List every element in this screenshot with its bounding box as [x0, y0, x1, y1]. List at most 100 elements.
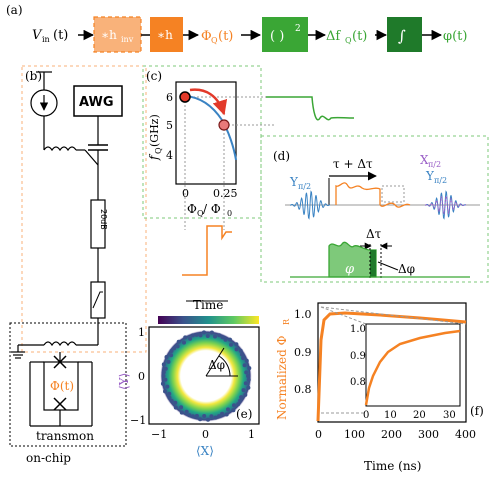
- xlabel-sub2: 0: [227, 209, 232, 218]
- inset-x-tick-30: 30: [443, 410, 456, 421]
- iq-ring-dot: [183, 335, 188, 340]
- phase-area: [328, 241, 377, 278]
- awg-label: AWG: [79, 95, 114, 110]
- iq-ring-dot: [172, 346, 177, 351]
- iq-ring-dot: [182, 340, 186, 345]
- iq-ring-dot: [224, 412, 229, 417]
- flux-coil: [43, 341, 77, 347]
- panel-a: (a) V in (t) ∗h inv ∗h Φ Q (t) ( ) 2: [6, 3, 467, 53]
- phi-q-subscript: Q: [211, 36, 218, 45]
- iq-ring-dot: [231, 408, 236, 413]
- panel-f-label: (f): [470, 404, 484, 418]
- iq-ring-dot: [167, 395, 172, 400]
- tau-label: τ + Δτ: [333, 157, 373, 171]
- f-x-tick-300: 300: [418, 428, 439, 441]
- iq-ring-dot: [232, 403, 236, 408]
- panel-c-ylabel: f Q (GHz): [147, 114, 163, 161]
- inset-x-tick-10: 10: [384, 410, 397, 421]
- delta-f-subscript: Q: [345, 36, 352, 45]
- iq-ring-dot: [165, 384, 170, 389]
- iq-ring-dot: [213, 415, 218, 420]
- f-x-ticks: 0 100 200 300 400: [315, 428, 476, 441]
- f-inset-curve: [364, 329, 461, 406]
- iq-ring-dot: [161, 362, 166, 367]
- iq-ring-dot: [198, 333, 203, 338]
- bias-tee-inductor: [43, 146, 77, 152]
- f-x-tick-0: 0: [315, 428, 322, 441]
- on-chip-label: on-chip: [26, 451, 71, 465]
- junction-top: [53, 355, 67, 369]
- f-y-ticks: 1.0 0.9 0.8: [294, 308, 312, 396]
- iq-ring-dot: [194, 413, 199, 418]
- e-x-tick-m1: −1: [151, 428, 167, 441]
- iq-ring-dot: [202, 414, 207, 418]
- x-pi2: X π/2: [420, 153, 441, 169]
- vin-argument: (t): [53, 28, 68, 43]
- block-inverse-filter: ∗h inv: [93, 16, 142, 53]
- panel-c-xlabel: Φ Q / Φ 0: [187, 202, 232, 218]
- iq-ring-dot: [173, 400, 178, 405]
- iq-ring-dot: [239, 395, 244, 400]
- iq-ring-dot: [217, 333, 222, 338]
- iq-ring-dot: [163, 377, 168, 382]
- phi-area-label: φ: [345, 262, 355, 277]
- y-pi2-right-symbol: Y: [425, 169, 435, 183]
- iq-ring-dots: [160, 330, 252, 422]
- iq-ring-dot: [161, 370, 166, 375]
- panel-e: Δφ (e) −1 0 1 1 0 −1 ⟨X⟩ ⟨Y⟩: [117, 316, 260, 458]
- inset-x-tick-0: 0: [363, 410, 369, 421]
- transmon-circuit: Φ(t) transmon: [29, 352, 94, 443]
- iq-ring-dot: [246, 377, 251, 382]
- iq-ring-dot: [209, 414, 214, 419]
- iq-ring-dot: [176, 339, 181, 344]
- panel-c: (c) 6 5 4 0 0.25 f Q (GHz) Φ Q / Φ 0: [142, 65, 355, 312]
- f-ylabel: Normalized Φ R: [275, 318, 291, 420]
- f-y-tick-10: 1.0: [294, 308, 312, 321]
- detuning-trace: [335, 182, 411, 208]
- phase-delta-area: [370, 250, 376, 277]
- iq-ring-dot: [194, 332, 199, 337]
- iq-ring-dot: [238, 348, 243, 353]
- awg-rect: [73, 85, 123, 117]
- vin-symbol: V: [32, 28, 43, 43]
- y-pi2-left: Y π/2: [289, 175, 311, 191]
- block-square-label: ( ): [270, 29, 284, 44]
- block-square-sup: 2: [295, 24, 301, 34]
- iq-ring-dot: [241, 388, 246, 393]
- ylabel-f: f: [147, 153, 161, 161]
- iq-ring-dot: [220, 411, 225, 416]
- delta-phi-pointer: [377, 261, 399, 271]
- on-chip-region: [9, 322, 127, 447]
- colorbar: [158, 316, 259, 324]
- iq-ring-dot: [246, 385, 251, 390]
- iq-ring-dot: [169, 353, 174, 358]
- iq-ring-dot: [238, 398, 243, 403]
- panel-c-label: (c): [146, 69, 162, 83]
- iq-ring-dot: [184, 409, 189, 414]
- block-integral-box: [387, 17, 422, 52]
- iq-ring-dot: [161, 374, 166, 378]
- phi-t-label: Φ(t): [50, 379, 74, 393]
- block-h-label: ∗h: [157, 28, 173, 42]
- f-xlabel: Time (ns): [364, 459, 421, 473]
- filter-symbol: [92, 291, 103, 309]
- iq-ring-dot: [213, 334, 217, 339]
- delta-phi-e-label: Δφ: [208, 358, 225, 372]
- iq-ring-dot: [241, 356, 246, 361]
- iq-ring-dot: [247, 366, 252, 371]
- iq-ring-dot: [243, 381, 248, 386]
- iq-ring-dot: [202, 330, 206, 335]
- x-tick-0: 0: [182, 187, 189, 200]
- f-y-tick-09: 0.9: [294, 346, 312, 359]
- iq-ring-dot: [167, 391, 172, 396]
- iq-ring-dot: [166, 359, 171, 364]
- y-tick-6: 6: [166, 91, 173, 104]
- operating-point-start: [179, 91, 191, 103]
- block-h: ∗h: [150, 17, 183, 52]
- frequency-step-trace: [266, 96, 355, 121]
- e-x-tick-1: 1: [248, 428, 255, 441]
- y-pi2-right: Y π/2: [425, 169, 447, 185]
- iq-ring-dot: [205, 334, 210, 338]
- panel-e-y-ticks: 1 0 −1: [130, 326, 146, 427]
